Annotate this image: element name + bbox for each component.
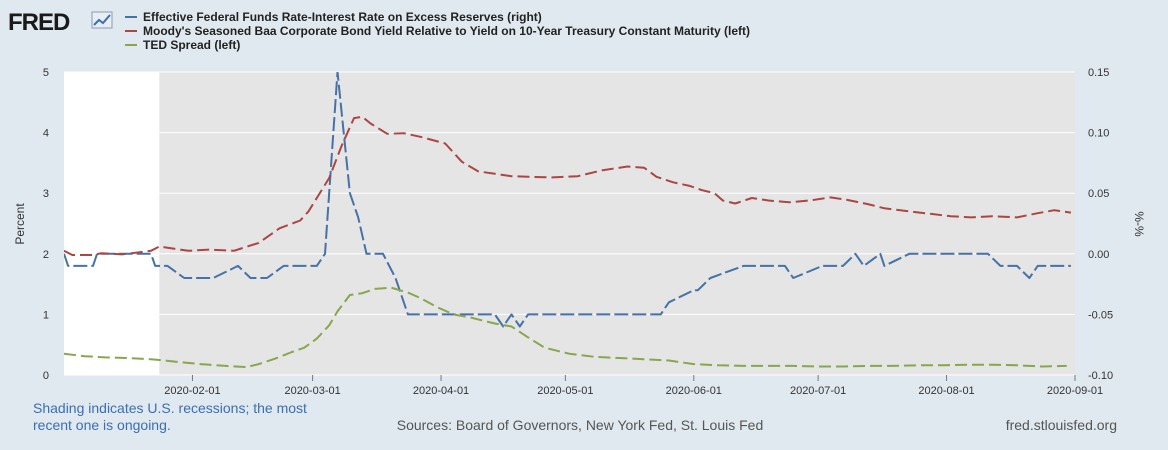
y-right-tick-label: 0.00 bbox=[1088, 249, 1109, 261]
shading-note-line1: Shading indicates U.S. recessions; the m… bbox=[33, 400, 307, 416]
legend-entry[interactable]: Effective Federal Funds Rate-Interest Ra… bbox=[143, 10, 542, 24]
x-axis-ticks: 2020-02-01 2020-03-01 2020-04-01 2020-05-01… bbox=[164, 375, 1103, 397]
gridlines bbox=[64, 71, 1075, 376]
y-left-tick-label: 1 bbox=[43, 309, 49, 321]
site-link[interactable]: fred.stlouisfed.org bbox=[1006, 417, 1117, 433]
legend-entry[interactable]: Moody's Seasoned Baa Corporate Bond Yiel… bbox=[143, 24, 750, 38]
x-tick-label: 2020-08-01 bbox=[918, 385, 974, 397]
x-tick-label: 2020-06-01 bbox=[666, 385, 722, 397]
fred-logo[interactable]: FRED bbox=[8, 9, 113, 36]
y-right-tick-label: 0.05 bbox=[1088, 188, 1109, 200]
recession-shading bbox=[159, 72, 1075, 375]
y-right-tick-label: -0.05 bbox=[1088, 309, 1113, 321]
x-tick-label: 2020-04-01 bbox=[413, 385, 469, 397]
logo-chart-icon bbox=[91, 11, 113, 29]
y-axis-right-ticks: -0.10 -0.05 0.00 0.05 0.10 0.15 bbox=[1088, 67, 1113, 382]
series-line bbox=[64, 115, 1072, 256]
series-lines bbox=[64, 72, 1072, 369]
x-tick-label: 2020-03-01 bbox=[284, 385, 340, 397]
legend: Effective Federal Funds Rate-Interest Ra… bbox=[125, 10, 750, 52]
y-left-tick-label: 0 bbox=[43, 370, 49, 382]
sources-text: Sources: Board of Governors, New York Fe… bbox=[397, 417, 764, 433]
y-axis-left-title: Percent bbox=[13, 203, 27, 245]
series-line bbox=[64, 286, 1067, 369]
logo-text: FRED bbox=[8, 9, 70, 36]
y-left-tick-label: 3 bbox=[43, 188, 49, 200]
y-left-tick-label: 2 bbox=[43, 249, 49, 261]
y-left-tick-label: 4 bbox=[43, 128, 49, 140]
x-tick-label: 2020-07-01 bbox=[790, 385, 846, 397]
y-axis-left-ticks: 0 1 2 3 4 5 bbox=[43, 67, 49, 382]
y-axis-right-title: %-% bbox=[1132, 211, 1146, 237]
x-tick-label: 2020-02-01 bbox=[164, 385, 220, 397]
y-right-tick-label: 0.15 bbox=[1088, 67, 1109, 79]
legend-entry[interactable]: TED Spread (left) bbox=[143, 38, 240, 52]
x-tick-label: 2020-09-01 bbox=[1047, 385, 1103, 397]
y-right-tick-label: -0.10 bbox=[1088, 370, 1113, 382]
x-tick-label: 2020-05-01 bbox=[537, 385, 593, 397]
y-left-tick-label: 5 bbox=[43, 67, 49, 79]
series-line bbox=[64, 72, 1071, 328]
shading-note-line2: recent one is ongoing. bbox=[33, 417, 171, 433]
y-right-tick-label: 0.10 bbox=[1088, 128, 1109, 140]
